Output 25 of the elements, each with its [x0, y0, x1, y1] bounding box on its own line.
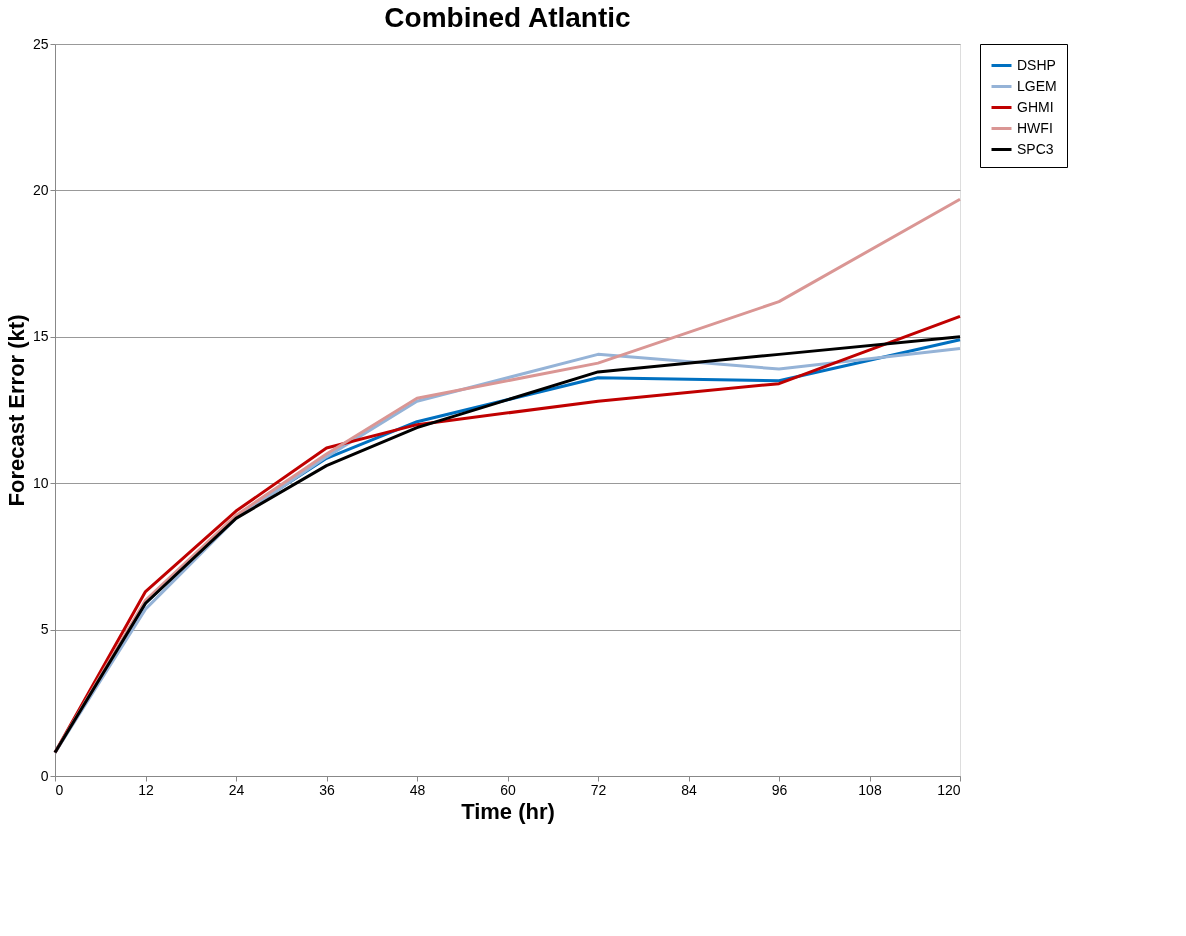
legend-label: DSHP — [1017, 56, 1056, 73]
legend-label: SPC3 — [1017, 140, 1054, 157]
x-tick-label: 84 — [681, 781, 697, 798]
x-tick-label: 36 — [319, 781, 335, 798]
x-tick-label: 72 — [590, 781, 607, 798]
y-tick-label: 25 — [32, 35, 49, 52]
x-axis-title: Time (hr) — [461, 798, 555, 824]
legend-label: HWFI — [1017, 119, 1053, 136]
y-tick-label: 0 — [40, 767, 49, 784]
x-tick-label: 120 — [937, 781, 961, 798]
x-tick-label: 48 — [409, 781, 426, 798]
x-tick-label: 24 — [228, 781, 245, 798]
chart-title: Combined Atlantic — [384, 2, 631, 33]
x-tick-label: 96 — [771, 781, 788, 798]
x-tick-label: 60 — [500, 781, 516, 798]
y-tick-label: 5 — [40, 621, 49, 638]
legend-label: LGEM — [1017, 77, 1057, 94]
y-tick-label: 20 — [32, 181, 49, 198]
x-tick-label: 0 — [55, 781, 64, 798]
y-axis-title: Forecast Error (kt) — [3, 314, 29, 507]
y-tick-label: 15 — [32, 328, 49, 345]
y-tick-label: 10 — [32, 474, 49, 491]
legend-label: GHMI — [1017, 98, 1054, 115]
x-tick-label: 108 — [858, 781, 882, 798]
x-tick-label: 12 — [138, 781, 154, 798]
